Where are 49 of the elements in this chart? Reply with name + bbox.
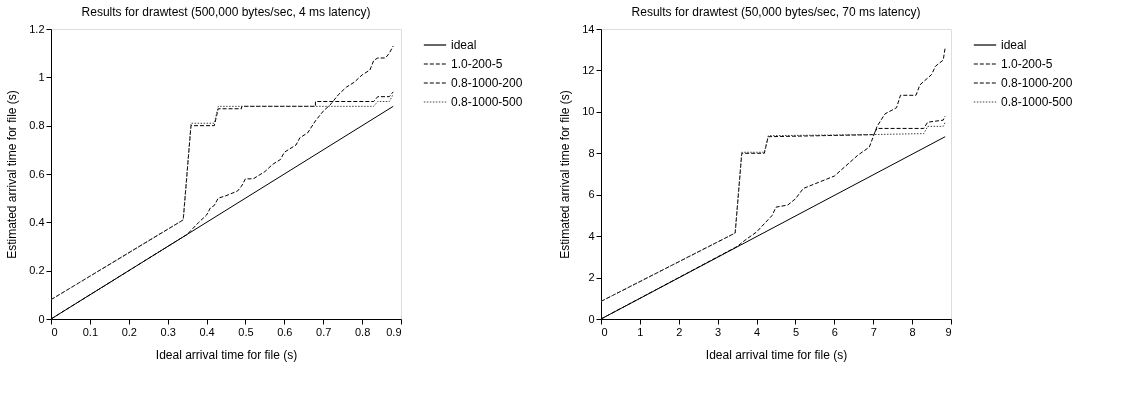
x-axis-title: Ideal arrival time for file (s) xyxy=(155,347,298,362)
x-tick-label: 0.5 xyxy=(238,325,254,338)
x-tick-label: 0.7 xyxy=(316,325,332,338)
x-tick-label: 9 xyxy=(945,325,952,338)
y-tick-label: 0 xyxy=(38,312,45,325)
y-tick-label: 14 xyxy=(582,22,595,35)
y-tick-label: 0.8 xyxy=(29,119,45,132)
y-tick-label: 1 xyxy=(38,70,45,83)
y-tick-label: 10 xyxy=(582,105,595,118)
x-tick-label: 0.3 xyxy=(160,325,176,338)
legend-label: ideal xyxy=(1001,38,1027,52)
y-tick-label: 0 xyxy=(588,312,595,325)
x-tick-label: 0.1 xyxy=(82,325,99,338)
y-tick-label: 1.2 xyxy=(29,22,45,35)
y-tick-label: 8 xyxy=(588,146,595,159)
x-tick-label: 1 xyxy=(637,325,644,338)
legend-label: 0.8-1000-200 xyxy=(451,76,523,90)
legend-label: 0.8-1000-500 xyxy=(1001,95,1073,109)
x-tick-label: 0.4 xyxy=(199,325,215,338)
legend-label: 0.8-1000-200 xyxy=(1001,76,1073,90)
y-tick-label: 2 xyxy=(588,271,595,284)
x-tick-label: 3 xyxy=(715,325,722,338)
x-tick-label: 6 xyxy=(831,325,838,338)
y-tick-label: 12 xyxy=(582,63,595,76)
legend-label: 1.0-200-5 xyxy=(1001,57,1053,71)
x-tick-label: 0.6 xyxy=(277,325,293,338)
y-tick-label: 4 xyxy=(588,229,595,242)
chart-title: Results for drawtest (50,000 bytes/sec, 70 ms latency) xyxy=(631,5,921,19)
x-tick-label: 0.8 xyxy=(354,325,371,338)
legend-label: 0.8-1000-500 xyxy=(451,95,523,109)
y-tick-label: 0.4 xyxy=(29,215,45,228)
x-axis-title: Ideal arrival time for file (s) xyxy=(705,347,848,362)
y-axis-title: Estimated arrival time for file (s) xyxy=(558,90,573,259)
y-tick-label: 0.6 xyxy=(29,167,45,180)
x-tick-label: 0.2 xyxy=(121,325,137,338)
y-tick-label: 0.2 xyxy=(29,264,45,277)
x-tick-label: 0.9 xyxy=(386,325,402,338)
y-axis-title: Estimated arrival time for file (s) xyxy=(5,90,20,259)
chart-title: Results for drawtest (500,000 bytes/sec, 4 ms latency) xyxy=(81,5,371,19)
x-tick-label: 2 xyxy=(676,325,683,338)
x-tick-label: 4 xyxy=(753,325,761,338)
x-tick-label: 0 xyxy=(601,325,608,338)
x-tick-label: 7 xyxy=(870,325,877,338)
x-tick-label: 5 xyxy=(792,325,800,338)
x-tick-label: 8 xyxy=(909,325,916,338)
legend-label: 1.0-200-5 xyxy=(451,57,503,71)
x-tick-label: 0 xyxy=(51,325,58,338)
y-tick-label: 6 xyxy=(588,188,595,201)
legend-label: ideal xyxy=(451,38,477,52)
